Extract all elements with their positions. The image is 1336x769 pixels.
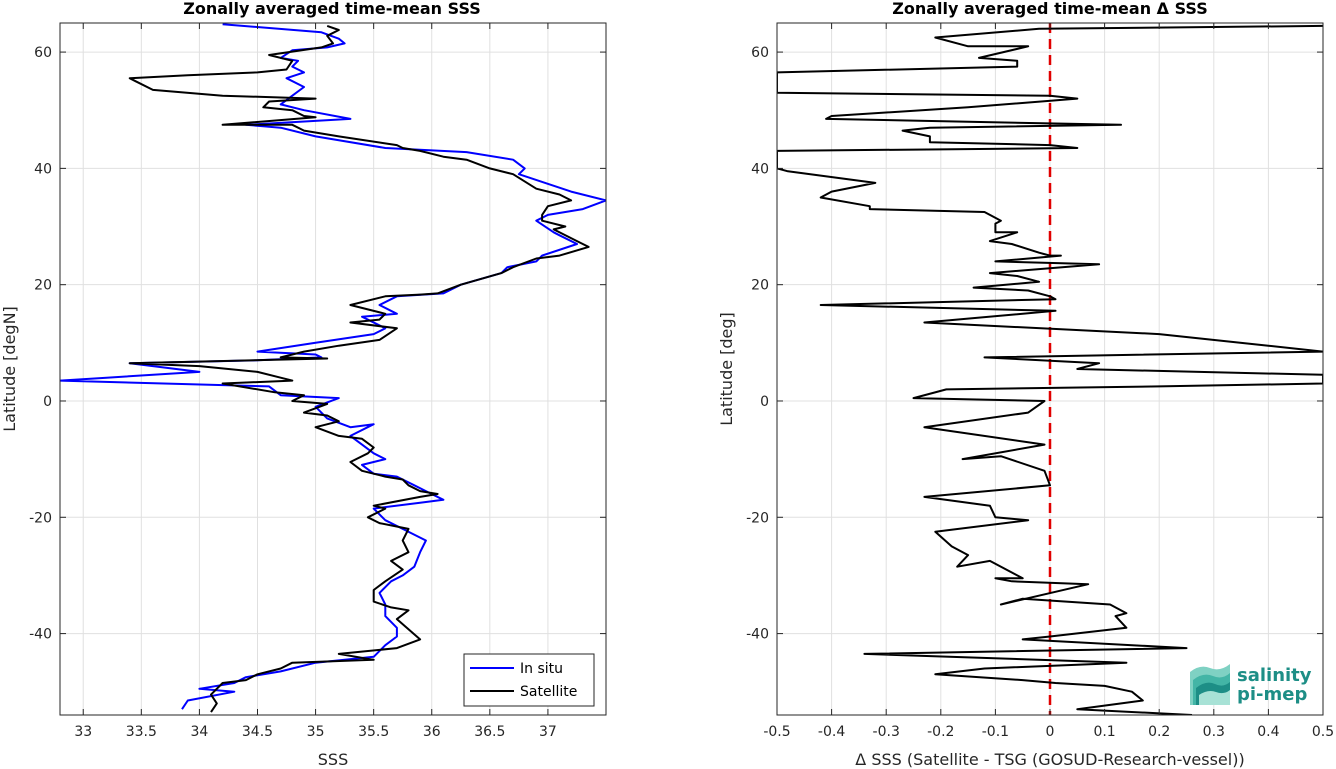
left-chart-title: Zonally averaged time-mean SSS [183,0,481,18]
salinity-pi-mep-logo: salinity pi-mep [1190,664,1312,705]
right-x-tick-label: -0.2 [927,724,954,740]
left-grid [60,23,606,715]
right-y-tick-label: -20 [746,510,769,526]
logo-text-line-1: salinity [1237,665,1312,686]
right-series-group [777,24,1323,715]
right-series-line-delta-sss [777,24,1323,715]
left-x-tick-label: 33.5 [126,724,157,740]
logo-text-line-2: pi-mep [1237,684,1307,705]
left-x-axis-label: SSS [318,750,348,769]
left-y-tick-label: 20 [34,278,52,294]
right-y-tick-label: 60 [751,45,769,61]
legend-label-in-situ: In situ [520,661,563,677]
right-x-ticks: -0.5 -0.4 -0.3 -0.2 -0.1 0 0.1 0.2 0.3 0.4 0.5 [763,23,1334,740]
left-y-tick-label: 60 [34,45,52,61]
left-x-tick-label: 34 [190,724,208,740]
right-x-tick-label: 0.1 [1093,724,1115,740]
right-y-tick-label: -40 [746,627,769,643]
right-x-tick-label: -0.5 [763,724,790,740]
left-chart: Zonally averaged time-mean SSS 33 33.5 34 3… [0,0,607,769]
right-y-tick-label: 40 [751,161,769,177]
right-plot-area [777,23,1323,715]
right-y-axis-label: Latitude [deg] [717,312,736,426]
left-y-tick-label: -40 [29,627,52,643]
left-axes-frame [59,22,607,716]
left-series-line-satellite [128,24,590,713]
left-y-tick-label: 40 [34,161,52,177]
right-x-axis-label: Δ SSS (Satellite - TSG (GOSUD-Research-v… [855,750,1244,769]
left-y-tick-label: 0 [43,394,52,410]
right-x-tick-label: 0.5 [1312,724,1334,740]
right-x-tick-label: 0.4 [1257,724,1279,740]
right-chart: Zonally averaged time-mean Δ SSS -0.5 -0.… [717,0,1334,769]
right-x-tick-label: -0.1 [982,724,1009,740]
right-x-tick-label: 0 [1046,724,1055,740]
left-x-tick-label: 35.5 [358,724,389,740]
right-chart-title: Zonally averaged time-mean Δ SSS [892,0,1208,18]
legend-label-satellite: Satellite [520,684,577,700]
left-x-ticks: 33 33.5 34 34.5 35 35.5 36 36.5 37 [74,23,557,740]
legend: In situ Satellite [463,653,595,707]
right-x-tick-label: 0.3 [1203,724,1225,740]
legend-box [463,653,595,707]
right-y-tick-label: 20 [751,278,769,294]
left-y-tick-label: -20 [29,510,52,526]
left-x-tick-label: 35 [307,724,325,740]
right-y-tick-label: 0 [760,394,769,410]
right-x-tick-label: 0.2 [1148,724,1170,740]
left-x-tick-label: 33 [74,724,92,740]
left-x-tick-label: 37 [539,724,557,740]
right-x-tick-label: -0.4 [818,724,845,740]
left-plot-area [60,23,606,713]
left-series-group [60,23,606,713]
left-y-axis-label: Latitude [degN] [0,306,19,432]
logo-wave-icon [1190,664,1230,705]
right-y-ticks: -40 -20 0 20 40 60 [746,45,1323,643]
left-y-ticks: -40 -20 0 20 40 60 [29,45,606,643]
right-x-tick-label: -0.3 [873,724,900,740]
left-x-tick-label: 36.5 [474,724,505,740]
left-series-line-in-situ [60,23,606,710]
left-x-tick-label: 36 [423,724,441,740]
left-x-tick-label: 34.5 [242,724,273,740]
